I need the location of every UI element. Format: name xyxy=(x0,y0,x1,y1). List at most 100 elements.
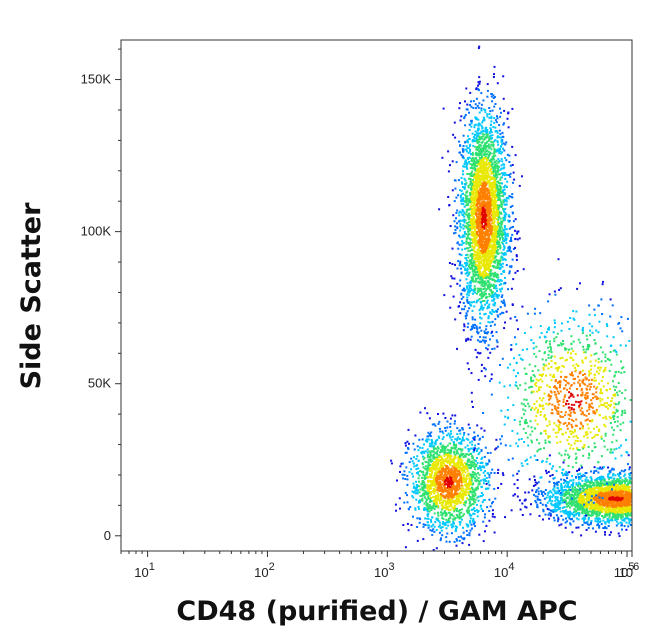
data-point xyxy=(484,530,486,533)
data-point xyxy=(431,483,434,486)
data-point xyxy=(498,191,501,194)
data-point xyxy=(479,205,481,207)
data-point xyxy=(500,251,503,254)
data-point xyxy=(459,144,462,147)
data-point xyxy=(427,438,430,441)
data-point xyxy=(456,209,459,212)
data-point xyxy=(483,227,485,230)
data-point xyxy=(500,255,503,258)
data-point xyxy=(477,281,480,284)
data-point xyxy=(508,174,511,176)
data-point xyxy=(500,256,503,259)
data-point xyxy=(419,411,422,414)
data-point xyxy=(488,116,491,119)
data-point xyxy=(484,151,487,154)
data-point xyxy=(458,498,461,501)
data-point xyxy=(466,268,469,271)
data-point xyxy=(469,529,472,532)
data-point xyxy=(475,165,478,168)
data-point xyxy=(486,301,488,304)
data-point xyxy=(427,497,430,500)
data-point xyxy=(482,99,485,102)
data-point xyxy=(502,123,505,126)
data-point xyxy=(495,229,497,232)
data-point xyxy=(434,439,437,442)
data-point xyxy=(477,247,480,250)
data-point xyxy=(452,447,455,450)
data-point xyxy=(477,190,480,193)
data-point xyxy=(473,218,476,221)
data-point xyxy=(484,111,487,114)
data-point xyxy=(500,311,503,314)
data-point xyxy=(495,173,498,176)
data-point xyxy=(469,498,472,501)
data-point xyxy=(429,458,432,461)
data-point xyxy=(475,194,478,197)
data-point xyxy=(484,303,487,306)
data-point xyxy=(404,442,407,445)
data-point xyxy=(496,193,499,196)
data-point xyxy=(481,158,484,161)
data-point xyxy=(428,494,431,497)
data-point xyxy=(427,479,429,482)
data-point xyxy=(463,513,466,516)
data-point xyxy=(512,220,515,223)
data-point xyxy=(428,498,431,501)
data-point xyxy=(466,234,469,237)
data-point xyxy=(431,480,434,482)
data-point xyxy=(466,173,469,175)
data-point xyxy=(475,191,478,193)
data-point xyxy=(482,276,485,279)
data-point xyxy=(398,497,401,500)
data-point xyxy=(447,524,450,527)
data-point xyxy=(489,225,492,228)
data-point xyxy=(469,91,472,94)
data-point xyxy=(474,229,477,232)
data-point xyxy=(482,282,484,285)
data-point xyxy=(478,533,481,536)
data-point xyxy=(465,466,467,469)
data-point xyxy=(503,282,505,285)
data-point xyxy=(471,154,474,157)
data-point xyxy=(465,159,467,162)
data-point xyxy=(499,107,501,110)
data-point xyxy=(444,523,447,526)
data-point xyxy=(474,287,477,290)
data-point xyxy=(472,290,475,293)
data-point xyxy=(468,290,471,292)
data-point xyxy=(492,171,495,174)
data-point xyxy=(433,500,435,503)
data-point xyxy=(481,223,483,226)
data-point xyxy=(498,241,501,244)
data-point xyxy=(476,515,479,518)
data-point xyxy=(471,164,474,167)
data-point xyxy=(472,482,475,485)
data-point xyxy=(466,222,469,225)
data-point xyxy=(475,219,478,222)
data-point xyxy=(452,214,455,217)
data-point xyxy=(457,464,460,467)
data-point xyxy=(455,196,458,199)
data-point xyxy=(438,437,441,439)
data-point xyxy=(461,428,464,431)
data-point xyxy=(488,184,491,187)
data-point xyxy=(477,106,480,109)
data-point xyxy=(462,173,464,176)
data-point xyxy=(472,503,475,506)
data-point xyxy=(434,440,437,443)
data-point xyxy=(453,455,456,458)
data-point xyxy=(500,191,503,194)
data-point xyxy=(486,260,489,263)
data-point xyxy=(476,188,479,191)
data-point xyxy=(495,121,498,124)
data-point xyxy=(438,502,441,505)
data-point xyxy=(424,490,427,493)
data-point xyxy=(486,129,489,131)
data-point xyxy=(449,464,452,467)
data-point xyxy=(473,463,476,465)
data-point xyxy=(445,464,448,467)
data-point xyxy=(454,489,457,492)
data-point xyxy=(427,461,430,464)
data-point xyxy=(490,140,493,143)
data-point xyxy=(426,486,429,489)
